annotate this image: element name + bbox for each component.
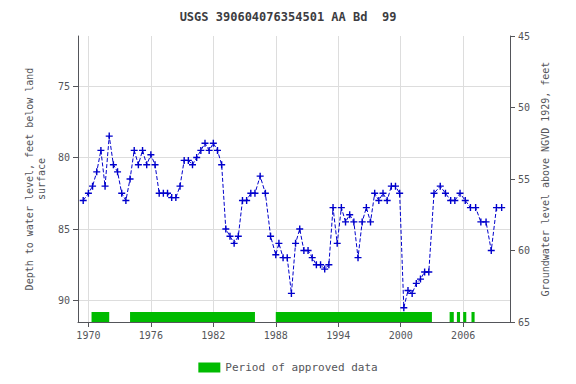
svg-text:USGS 390604076354501 AA Bd 99: USGS 390604076354501 AA Bd 99: [180, 10, 397, 24]
svg-text:Depth to water level, feet bel: Depth to water level, feet below land: [24, 68, 35, 291]
svg-text:1994: 1994: [326, 330, 350, 341]
svg-text:80: 80: [58, 152, 70, 163]
svg-text:2006: 2006: [451, 330, 475, 341]
svg-text:90: 90: [58, 295, 70, 306]
svg-text:85: 85: [58, 224, 70, 235]
svg-text:Period of approved data: Period of approved data: [225, 361, 377, 374]
svg-text:2000: 2000: [389, 330, 413, 341]
svg-text:Groundwater level above NGVD 1: Groundwater level above NGVD 1929, feet: [540, 62, 551, 297]
svg-text:60: 60: [518, 245, 530, 256]
svg-text:1982: 1982: [201, 330, 225, 341]
svg-text:55: 55: [518, 174, 530, 185]
svg-text:1970: 1970: [76, 330, 100, 341]
svg-text:1976: 1976: [139, 330, 163, 341]
svg-text:75: 75: [58, 81, 70, 92]
svg-text:65: 65: [518, 317, 530, 328]
svg-text:1988: 1988: [264, 330, 288, 341]
svg-text:surface: surface: [36, 158, 47, 200]
svg-text:45: 45: [518, 31, 530, 42]
svg-text:50: 50: [518, 102, 530, 113]
